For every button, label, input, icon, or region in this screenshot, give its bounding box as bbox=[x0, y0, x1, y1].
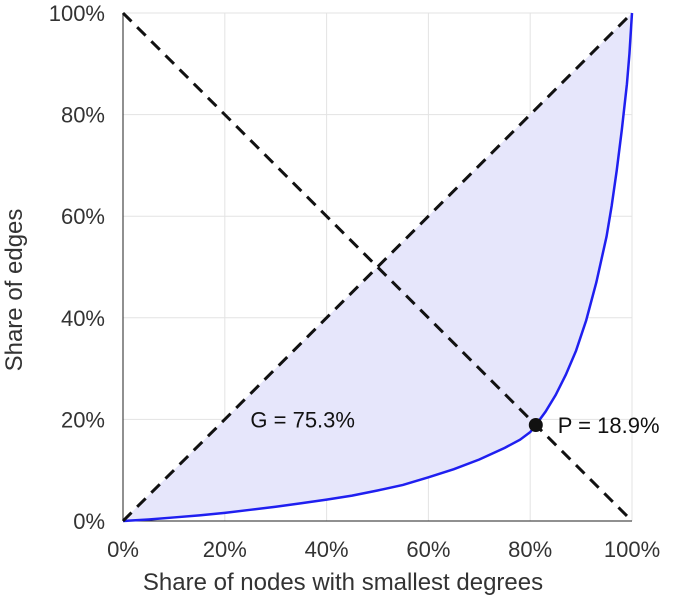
y-axis-title: Share of edges bbox=[1, 209, 28, 372]
y-tick-label: 40% bbox=[61, 306, 105, 331]
x-tick-label: 60% bbox=[406, 537, 450, 562]
x-tick-label: 80% bbox=[508, 537, 552, 562]
labels: Share of nodes with smallest degrees Sha… bbox=[1, 209, 660, 596]
y-tick-label: 60% bbox=[61, 204, 105, 229]
x-tick-label: 0% bbox=[107, 537, 139, 562]
series-layer bbox=[121, 11, 634, 523]
x-tick-label: 100% bbox=[604, 537, 660, 562]
axes bbox=[122, 13, 632, 522]
y-tick-label: 100% bbox=[49, 1, 105, 26]
ticks: 0% 20% 40% 60% 80% 100% 0% 20% 40% 60% 80% 100% bbox=[49, 1, 660, 562]
gini-annotation: G = 75.3% bbox=[250, 407, 355, 432]
y-tick-label: 80% bbox=[61, 103, 105, 128]
p-annotation: P = 18.9% bbox=[558, 413, 660, 438]
x-axis-title: Share of nodes with smallest degrees bbox=[143, 569, 543, 596]
p-point-marker bbox=[528, 417, 543, 432]
x-tick-label: 20% bbox=[203, 537, 247, 562]
lorenz-curve-line bbox=[122, 12, 634, 523]
lorenz-area-fill bbox=[123, 13, 632, 521]
y-tick-label: 0% bbox=[73, 509, 105, 534]
x-tick-label: 40% bbox=[305, 537, 349, 562]
y-tick-label: 20% bbox=[61, 407, 105, 432]
